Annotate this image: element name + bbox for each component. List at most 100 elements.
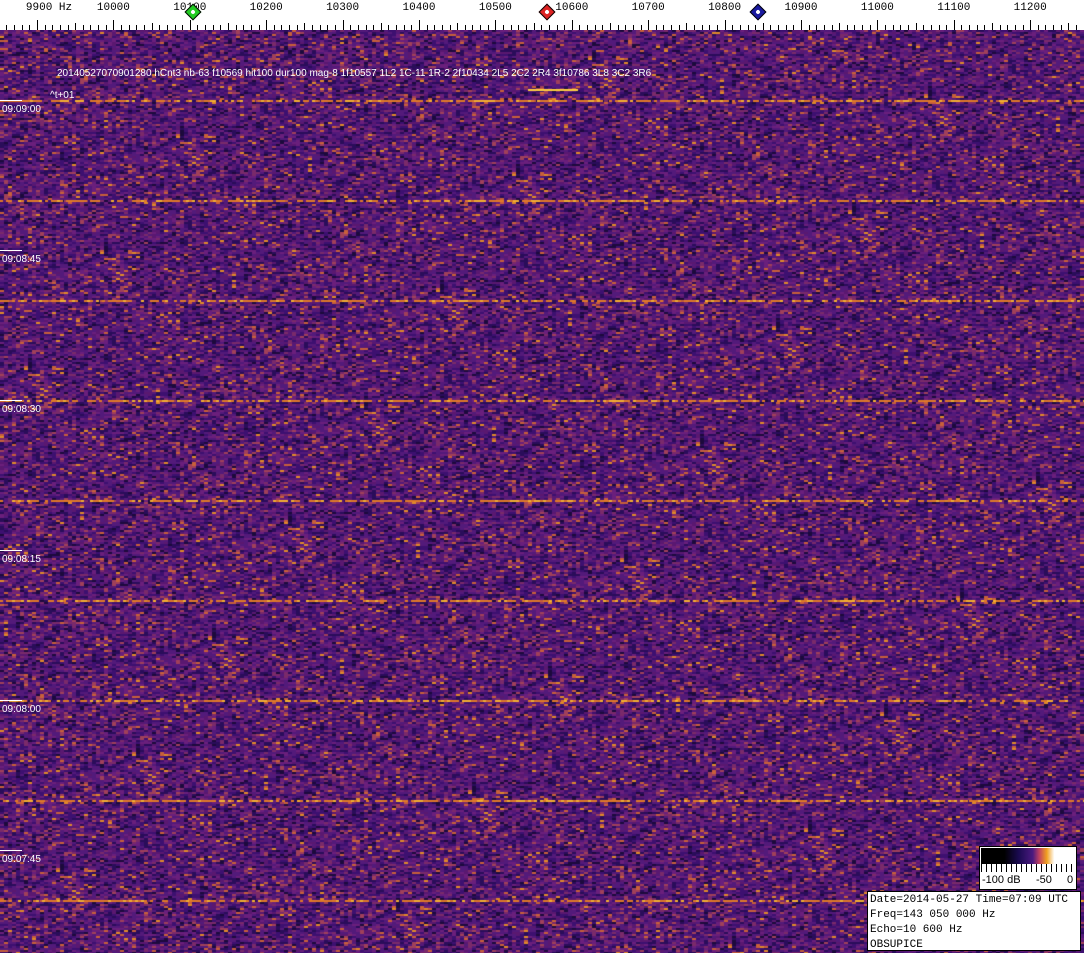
frequency-tick (366, 25, 367, 30)
time-offset-label: ^t+01 (50, 90, 75, 101)
frequency-tick (709, 25, 710, 30)
frequency-tick (6, 25, 7, 30)
frequency-tick (388, 25, 389, 30)
frequency-tick (832, 25, 833, 30)
frequency-tick (663, 25, 664, 30)
frequency-tick (717, 25, 718, 30)
frequency-tick (625, 25, 626, 30)
colorbar-label-max: 0 (1067, 874, 1074, 886)
frequency-tick (404, 25, 405, 30)
time-tick (0, 700, 22, 701)
frequency-tick (885, 25, 886, 30)
frequency-tick (205, 25, 206, 30)
frequency-tick (427, 25, 428, 30)
frequency-tick (312, 25, 313, 30)
frequency-tick (877, 20, 878, 30)
frequency-tick (526, 25, 527, 30)
time-label: 09:08:45 (2, 254, 41, 265)
frequency-tick (52, 25, 53, 30)
frequency-tick (182, 25, 183, 30)
frequency-tick (816, 25, 817, 30)
frequency-label: 10000 (96, 2, 130, 14)
frequency-tick (824, 25, 825, 30)
frequency-tick (297, 25, 298, 30)
frequency-tick (236, 25, 237, 30)
frequency-label: 10600 (555, 2, 589, 14)
frequency-tick (228, 23, 229, 30)
frequency-tick (946, 25, 947, 30)
frequency-tick (1076, 25, 1077, 30)
frequency-tick (770, 25, 771, 30)
frequency-tick (702, 25, 703, 30)
frequency-tick (740, 25, 741, 30)
info-echo: Echo=10 600 Hz (870, 924, 963, 936)
red-marker[interactable] (538, 3, 556, 21)
frequency-label: 10500 (478, 2, 512, 14)
frequency-label: 11100 (937, 2, 971, 14)
frequency-tick (442, 25, 443, 30)
frequency-label: 10300 (326, 2, 360, 14)
colorbar-legend: -100 dB -50 0 (979, 846, 1077, 890)
frequency-tick (1000, 25, 1001, 30)
frequency-tick (587, 25, 588, 30)
info-box: Date=2014-05-27 Time=07:09 UTC Freq=143 … (867, 891, 1081, 951)
frequency-tick (862, 25, 863, 30)
frequency-label: 10200 (249, 2, 283, 14)
frequency-tick (190, 20, 191, 30)
frequency-tick (557, 25, 558, 30)
frequency-tick (618, 25, 619, 30)
frequency-tick (335, 25, 336, 30)
frequency-tick (656, 25, 657, 30)
frequency-tick (549, 25, 550, 30)
frequency-label: 10700 (631, 2, 665, 14)
frequency-tick (954, 20, 955, 30)
frequency-tick (839, 23, 840, 30)
frequency-label: 11000 (860, 2, 894, 14)
frequency-tick (450, 25, 451, 30)
frequency-tick (931, 25, 932, 30)
frequency-tick (633, 25, 634, 30)
frequency-tick (411, 25, 412, 30)
frequency-tick (778, 25, 779, 30)
frequency-tick (136, 25, 137, 30)
frequency-tick (472, 25, 473, 30)
colorbar-gradient (981, 848, 1075, 864)
frequency-tick (1038, 25, 1039, 30)
frequency-tick (534, 23, 535, 30)
frequency-tick (159, 25, 160, 30)
frequency-tick (572, 20, 573, 30)
frequency-tick (106, 25, 107, 30)
time-tick (0, 850, 22, 851)
frequency-tick (1007, 25, 1008, 30)
frequency-tick (854, 25, 855, 30)
frequency-tick (900, 25, 901, 30)
frequency-tick (923, 25, 924, 30)
time-label: 09:07:45 (2, 854, 41, 865)
time-label: 09:09:00 (2, 104, 41, 115)
colorbar-ticks (981, 864, 1075, 872)
frequency-tick (274, 25, 275, 30)
frequency-tick (801, 20, 802, 30)
frequency-tick (144, 25, 145, 30)
frequency-tick (977, 25, 978, 30)
frequency-tick (289, 25, 290, 30)
frequency-axis: 9900 Hz100001010010200103001040010500106… (0, 0, 1084, 30)
time-tick (0, 250, 22, 251)
frequency-tick (213, 25, 214, 30)
frequency-tick (152, 23, 153, 30)
frequency-tick (847, 25, 848, 30)
frequency-tick (304, 23, 305, 30)
frequency-tick (503, 25, 504, 30)
blue-marker[interactable] (749, 3, 767, 21)
frequency-label: 10900 (784, 2, 818, 14)
frequency-tick (984, 25, 985, 30)
frequency-tick (381, 23, 382, 30)
frequency-tick (1068, 23, 1069, 30)
frequency-tick (83, 25, 84, 30)
frequency-tick (1045, 25, 1046, 30)
frequency-tick (480, 25, 481, 30)
frequency-tick (68, 25, 69, 30)
time-label: 09:08:00 (2, 704, 41, 715)
frequency-tick (793, 25, 794, 30)
colorbar-label-mid: -50 (1036, 874, 1052, 886)
